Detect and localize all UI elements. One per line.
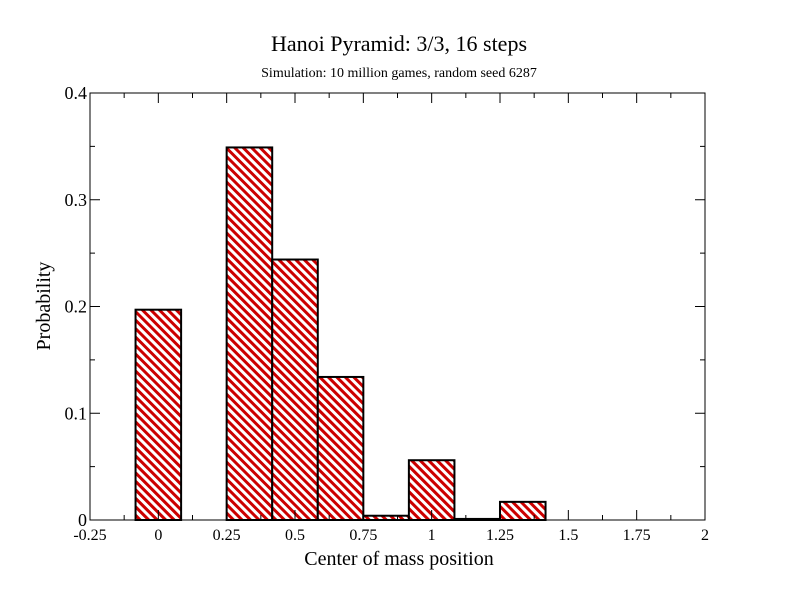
bar-4 [362, 514, 410, 521]
x-tick-label-5: 1 [428, 527, 436, 544]
y-tick-label-1: 0.1 [65, 403, 88, 423]
y-tick-label-0: 0 [78, 510, 87, 530]
x-tick-label-1: 0 [154, 527, 162, 544]
x-tick-label-7: 1.5 [558, 527, 578, 544]
x-tick-label-0: -0.25 [73, 527, 106, 544]
y-tick-label-4: 0.4 [65, 83, 88, 103]
plot-frame [89, 92, 706, 521]
bar-3 [316, 375, 365, 522]
plot-area: -0.25 0 0.25 0.5 0.75 1 1.25 1.5 1.75 200.10.20.3… [65, 83, 710, 544]
x-tick-label-3: 0.5 [285, 527, 305, 544]
bar-7 [498, 500, 547, 522]
bar-2 [271, 258, 319, 521]
x-tick-label-9: 2 [701, 527, 709, 544]
bar-0 [134, 308, 183, 522]
chart-subtitle: Simulation: 10 million games, random see… [261, 66, 537, 81]
bar-1 [225, 146, 274, 521]
chart-title: Hanoi Pyramid: 3/3, 16 steps [271, 31, 527, 56]
y-tick-label-2: 0.2 [65, 297, 88, 317]
x-tick-label-2: 0.25 [213, 527, 241, 544]
y-tick-label-3: 0.3 [65, 190, 88, 210]
x-tick-label-6: 1.25 [486, 527, 514, 544]
y-axis-label: Probability [33, 262, 55, 351]
x-tick-label-8: 1.75 [623, 527, 651, 544]
x-axis-label: Center of mass position [304, 548, 493, 570]
x-tick-label-4: 0.75 [349, 527, 377, 544]
